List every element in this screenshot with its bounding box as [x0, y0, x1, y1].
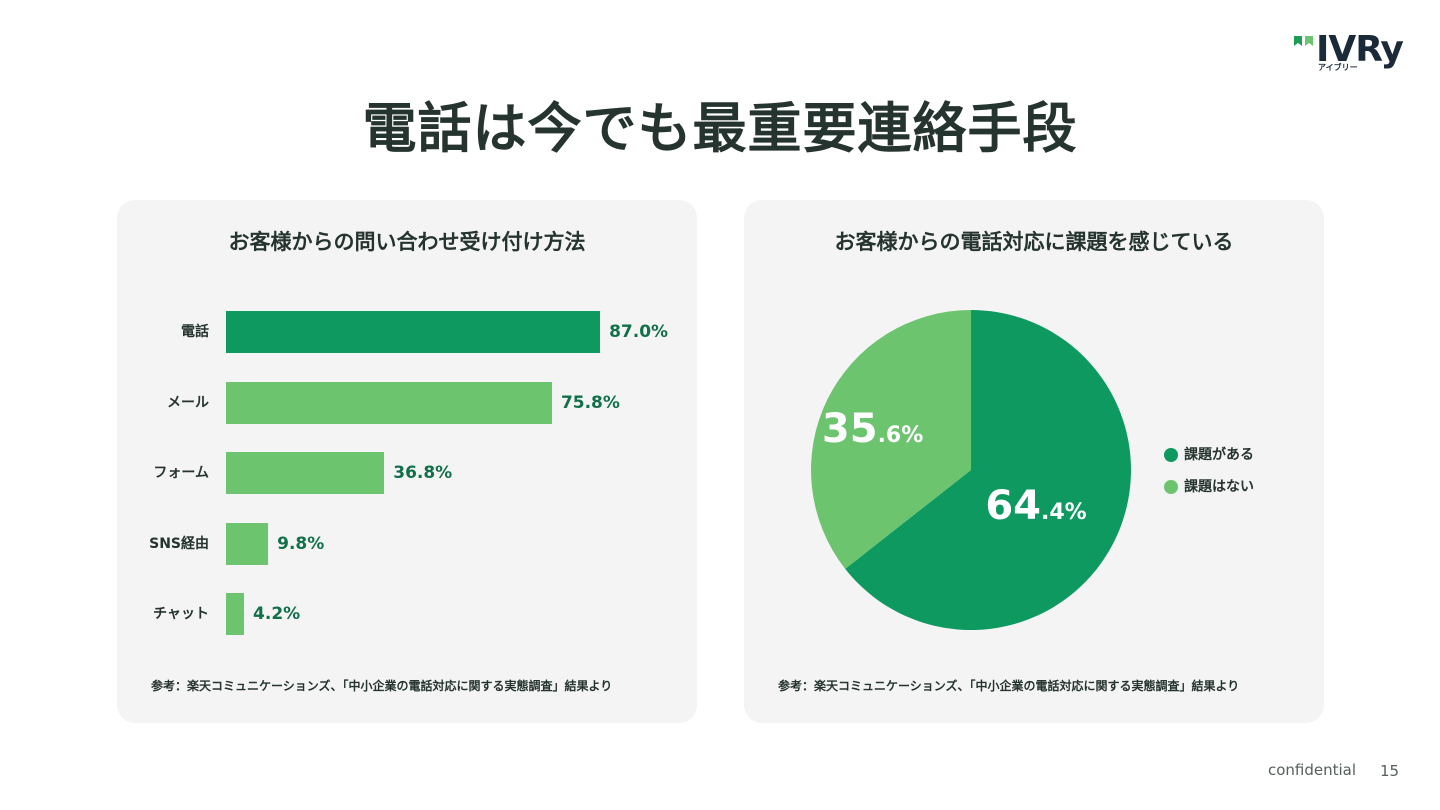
- legend-swatch: [1164, 480, 1178, 494]
- bar-category-label: チャット: [153, 606, 209, 622]
- page-title: 電話は今でも最重要連絡手段: [362, 97, 1078, 160]
- bar-value-label: 36.8%: [393, 463, 453, 483]
- pie-chart-title: お客様からの電話対応に課題を感じている: [834, 230, 1234, 254]
- bar-row: メール 75.8%: [117, 381, 697, 424]
- logo-mark-icon: [1294, 36, 1313, 46]
- bar-row: フォーム 36.8%: [117, 452, 697, 494]
- inquiry-methods-card: お客様からの問い合わせ受け付け方法 電話 87.0% メール 75.8% フォーム 36.…: [117, 200, 697, 723]
- bar: [226, 381, 552, 424]
- ivry-logo: IVRy アイブリー: [1292, 30, 1412, 72]
- bar-value-label: 75.8%: [560, 392, 620, 413]
- bar-category-label: 電話: [181, 324, 209, 340]
- bar-row: チャット 4.2%: [117, 593, 697, 635]
- bar-category-label: フォーム: [153, 465, 209, 481]
- bar-value-label: 4.2%: [253, 604, 301, 624]
- bar-row: 電話 87.0%: [117, 311, 697, 353]
- pie-slice-label: 35.6%: [822, 409, 923, 449]
- legend-label: 課題はない: [1184, 479, 1254, 495]
- pie-chart-source: 参考：楽天コミュニケーションズ、「中小企業の電話対応に関する実態調査」結果より: [778, 679, 1240, 693]
- bar-value-label: 87.0%: [609, 322, 669, 342]
- bar-row: SNS経由 9.8%: [117, 522, 697, 565]
- pie-slice: [811, 310, 971, 569]
- pie-label-decimal: .6%: [877, 422, 924, 448]
- bar: [226, 593, 245, 635]
- bar-chart-source: 参考：楽天コミュニケーションズ、「中小企業の電話対応に関する実態調査」結果より: [151, 679, 613, 693]
- bar-chart-title: お客様からの問い合わせ受け付け方法: [228, 230, 586, 254]
- page-number: 15: [1380, 762, 1400, 780]
- pie-slice: [845, 310, 1131, 630]
- pie-label-integer: 35: [821, 405, 878, 452]
- phone-issues-card: お客様からの電話対応に課題を感じている 64.4% 35.6% 課題がある課題はな…: [744, 200, 1324, 723]
- pie-label-decimal: .4%: [1041, 500, 1087, 526]
- logo-subtext: アイブリー: [1318, 63, 1358, 72]
- pie-chart: [811, 310, 1131, 630]
- legend-swatch: [1164, 448, 1178, 462]
- logo-text: IVRy: [1316, 29, 1404, 70]
- confidential-label: confidential: [1268, 761, 1357, 779]
- bar-category-label: SNS経由: [149, 535, 209, 552]
- pie-slice-label: 64.4%: [985, 486, 1086, 526]
- bar: [226, 522, 269, 565]
- bar: [226, 452, 385, 494]
- bar-value-label: 9.8%: [277, 533, 325, 554]
- pie-label-integer: 64: [985, 483, 1041, 530]
- bar: [226, 311, 601, 353]
- bar-category-label: メール: [167, 394, 209, 411]
- legend-label: 課題がある: [1184, 447, 1254, 463]
